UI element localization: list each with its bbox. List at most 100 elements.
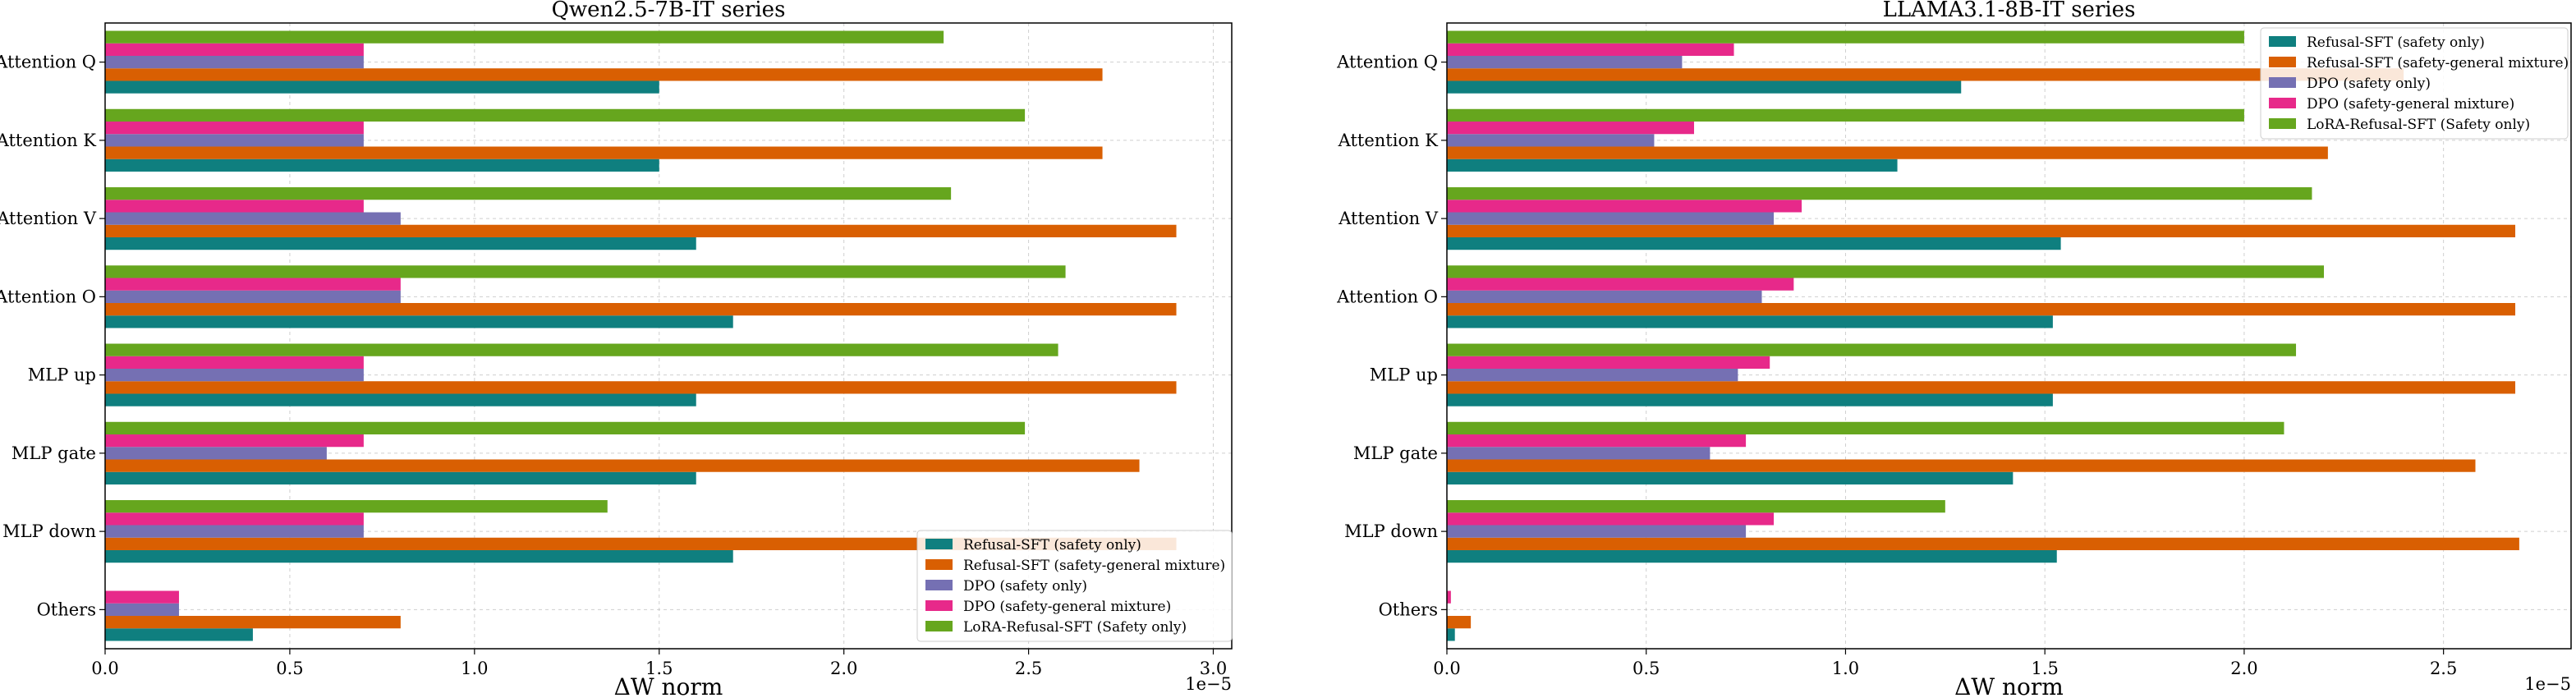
bar xyxy=(1447,146,2328,159)
bar xyxy=(105,43,364,57)
bar xyxy=(1447,315,2053,328)
x-tick-label: 2.0 xyxy=(2230,659,2257,678)
bar xyxy=(1447,43,1734,57)
x-tick-label: 0.0 xyxy=(91,659,118,678)
bar xyxy=(105,525,364,538)
legend-swatch xyxy=(2269,57,2296,67)
bar xyxy=(105,434,364,448)
legend-swatch xyxy=(2269,36,2296,47)
legend-box xyxy=(916,530,1233,642)
y-tick-label: Attention V xyxy=(0,209,97,228)
chart-llama: Attention Q Attention K Attention V Attenti… xyxy=(1336,0,2572,698)
x-axis-label: ΔW norm xyxy=(1954,673,2064,698)
bar xyxy=(1447,68,2404,81)
legend-swatch xyxy=(925,621,953,631)
bar xyxy=(105,68,1103,81)
legend-label: Refusal-SFT (safety only) xyxy=(2307,34,2485,51)
bar xyxy=(105,603,179,616)
bar xyxy=(1447,590,1451,604)
bar xyxy=(105,393,696,406)
y-tick-label: Others xyxy=(37,599,96,619)
bar xyxy=(1447,200,1802,213)
y-tick-label: Others xyxy=(1379,599,1438,619)
legend-label: DPO (safety-general mixture) xyxy=(963,599,1171,615)
bar xyxy=(105,158,659,172)
bar xyxy=(105,459,1140,472)
bar xyxy=(105,471,696,484)
bar xyxy=(1447,459,2476,472)
axes-frame xyxy=(104,22,1233,650)
bar xyxy=(105,369,364,382)
x-tick-label: 1.5 xyxy=(645,659,673,678)
bar xyxy=(105,224,1177,237)
bar xyxy=(105,187,952,200)
legend-swatch xyxy=(2269,98,2296,108)
bar xyxy=(1447,369,1738,382)
bar xyxy=(1447,302,2516,316)
bar xyxy=(1447,343,2297,356)
legend-label: DPO (safety only) xyxy=(2307,76,2431,92)
legend-swatch xyxy=(925,580,953,590)
y-tick-label: Attention Q xyxy=(1336,53,1438,72)
bar xyxy=(105,278,401,291)
bar xyxy=(1447,236,2061,250)
y-tick-label: Attention O xyxy=(0,287,96,306)
bar xyxy=(105,122,364,135)
bar xyxy=(105,356,364,370)
bar xyxy=(1447,421,2284,435)
bar xyxy=(1447,525,1747,538)
bar xyxy=(105,615,401,629)
bar xyxy=(1447,381,2516,394)
bar xyxy=(105,590,179,604)
legend-label: DPO (safety only) xyxy=(963,578,1087,595)
bar xyxy=(1447,134,1655,147)
bar xyxy=(1447,549,2057,563)
bar xyxy=(1447,56,1683,69)
bar xyxy=(105,343,1058,356)
chart-title: LLAMA3.1-8B-IT series xyxy=(1883,0,2136,22)
y-tick-label: Attention Q xyxy=(0,53,96,72)
x-tick-label: 2.5 xyxy=(2430,659,2457,678)
y-tick-label: MLP down xyxy=(1344,521,1438,541)
bar xyxy=(105,549,733,563)
bar xyxy=(105,236,696,250)
legend-swatch xyxy=(2269,77,2296,88)
bar xyxy=(1447,80,1962,94)
bar xyxy=(105,500,608,513)
legend-box xyxy=(2260,27,2569,140)
y-tick-label: MLP up xyxy=(1370,365,1438,385)
legend-swatch xyxy=(2269,118,2296,129)
bar xyxy=(105,302,1177,316)
bar xyxy=(1447,471,2014,484)
y-tick-label: MLP up xyxy=(28,365,96,385)
bar xyxy=(1447,356,1770,370)
bar xyxy=(105,200,364,213)
bar xyxy=(105,315,733,328)
y-tick-label: Attention K xyxy=(0,131,96,150)
chart-qwen: Attention Q Attention K Attention V Attenti… xyxy=(0,0,1233,698)
bar xyxy=(105,108,1026,122)
x-tick-label: 1.0 xyxy=(461,659,488,678)
bar xyxy=(1447,537,2519,550)
bar xyxy=(105,628,253,641)
bar xyxy=(1447,187,2312,200)
x-tick-label: 2.0 xyxy=(830,659,857,678)
bar xyxy=(105,265,1066,278)
x-scale-label: 1e−5 xyxy=(1185,674,1232,694)
bar xyxy=(1447,224,2516,237)
chart-title: Qwen2.5-7B-IT series xyxy=(552,0,786,22)
bar xyxy=(1447,447,1710,460)
x-tick-label: 1.0 xyxy=(1832,659,1859,678)
bar xyxy=(1447,393,2053,406)
legend-label: Refusal-SFT (safety only) xyxy=(963,537,1141,553)
bar xyxy=(105,146,1103,159)
bar xyxy=(1447,290,1762,303)
legend-label: LoRA-Refusal-SFT (Safety only) xyxy=(2307,117,2530,133)
bar xyxy=(105,537,1177,550)
bar xyxy=(1447,628,1455,641)
bar xyxy=(1447,158,1898,172)
bar xyxy=(1447,500,1945,513)
legend-label: Refusal-SFT (safety-general mixture) xyxy=(963,558,1225,574)
bar xyxy=(1447,615,1472,629)
bar xyxy=(105,212,401,225)
